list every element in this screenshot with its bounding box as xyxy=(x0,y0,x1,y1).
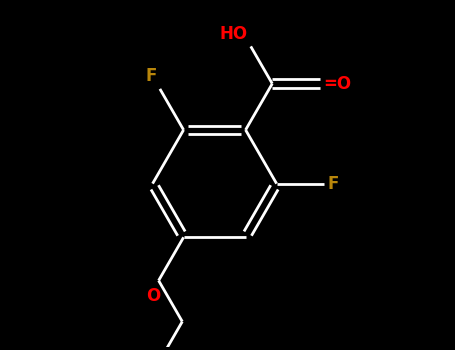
Text: O: O xyxy=(147,287,161,306)
Text: F: F xyxy=(145,68,157,85)
Text: =O: =O xyxy=(323,75,351,93)
Text: F: F xyxy=(328,175,339,193)
Text: HO: HO xyxy=(219,25,248,43)
